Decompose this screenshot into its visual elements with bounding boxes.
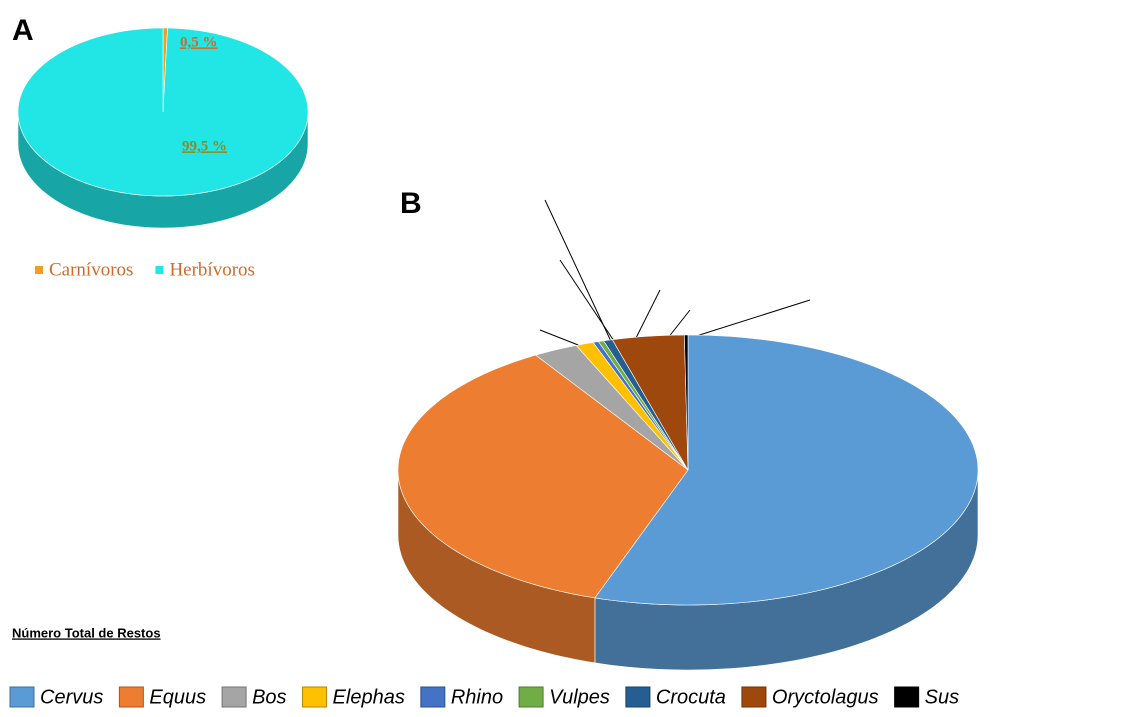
leader-lines xyxy=(540,200,810,352)
legend-label: Sus xyxy=(925,686,959,708)
panel-label: A xyxy=(12,14,34,47)
legend-label: Crocuta xyxy=(656,686,726,708)
subtitle: Número Total de Restos xyxy=(12,625,161,640)
legend-label: Elephas xyxy=(333,686,405,708)
legend-swatch xyxy=(35,266,43,274)
legend-swatch xyxy=(421,687,445,707)
legend-label: Cervus xyxy=(40,686,103,708)
legend-label: Herbívoros xyxy=(169,259,254,280)
legend-swatch xyxy=(119,687,143,707)
legend-label: Rhino xyxy=(451,686,503,708)
legend-swatch xyxy=(895,687,919,707)
legend-swatch xyxy=(222,687,246,707)
legend-label: Bos xyxy=(252,686,286,708)
legend-swatch xyxy=(519,687,543,707)
legend-swatch xyxy=(303,687,327,707)
legend-label: Vulpes xyxy=(549,686,610,708)
legend-label: Carnívoros xyxy=(49,259,133,280)
legend-swatch xyxy=(742,687,766,707)
chart: A B Número Total de Restos 0,5 % 99,5 % Ca… xyxy=(0,0,1124,717)
legend-swatch xyxy=(155,266,163,274)
data-label: 99,5 % xyxy=(182,138,227,154)
legend-label: Equus xyxy=(149,686,206,708)
legend-swatch xyxy=(10,687,34,707)
data-label: 0,5 % xyxy=(180,34,218,50)
legend-swatch xyxy=(626,687,650,707)
pie-slice xyxy=(18,28,308,196)
legend-label: Oryctolagus xyxy=(772,686,879,708)
panel-label: B xyxy=(400,187,422,220)
